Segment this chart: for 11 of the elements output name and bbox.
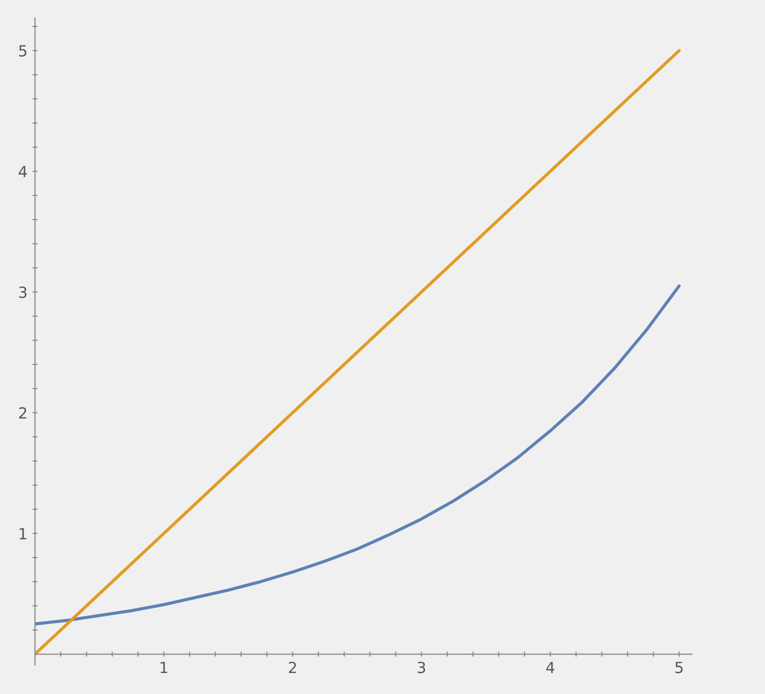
x-tick-label: 5 <box>675 662 683 674</box>
x-tick-label: 2 <box>288 662 296 674</box>
x-tick-label: 3 <box>418 662 426 674</box>
y-tick-label: 1 <box>20 528 26 540</box>
x-tick-label: 4 <box>546 662 554 674</box>
line-series <box>35 284 681 626</box>
y-tick-label: 3 <box>19 286 26 298</box>
x-tick-label: 1 <box>160 662 168 674</box>
y-tick-label: 2 <box>19 407 26 419</box>
y-tick-label: 4 <box>18 166 27 178</box>
y-tick-label: 5 <box>19 45 26 57</box>
